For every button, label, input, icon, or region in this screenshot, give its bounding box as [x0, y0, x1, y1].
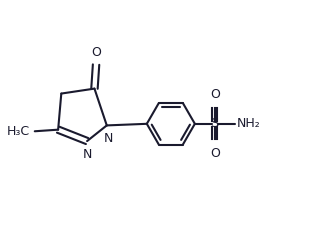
- Text: O: O: [210, 147, 220, 160]
- Text: O: O: [210, 88, 220, 101]
- Text: N: N: [82, 148, 92, 161]
- Text: N: N: [104, 133, 113, 146]
- Text: O: O: [91, 46, 101, 59]
- Text: NH₂: NH₂: [236, 117, 260, 130]
- Text: H₃C: H₃C: [7, 125, 30, 138]
- Text: S: S: [211, 117, 219, 130]
